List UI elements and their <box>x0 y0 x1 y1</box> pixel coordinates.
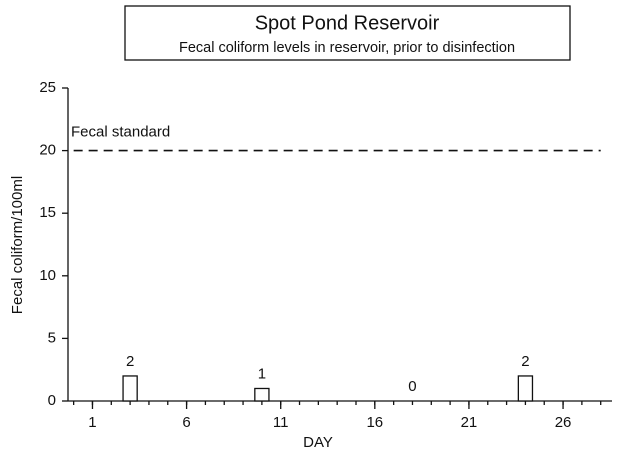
y-tick-label: 0 <box>48 392 56 409</box>
y-tick-label: 20 <box>39 142 56 159</box>
x-axis-label: DAY <box>303 434 333 451</box>
x-tick-label: 6 <box>182 414 190 431</box>
value-label: 0 <box>408 378 416 395</box>
title-box <box>124 5 571 61</box>
reference-label: Fecal standard <box>71 124 170 141</box>
chart-subtitle: Fecal coliform levels in reservoir, prio… <box>179 40 515 56</box>
value-label: 1 <box>258 365 266 382</box>
y-axis-label: Fecal coliform/100ml <box>9 176 26 314</box>
x-tick-label: 11 <box>273 414 289 431</box>
y-tick-label: 5 <box>48 329 56 346</box>
x-tick-label: 16 <box>366 414 383 431</box>
x-tick-label: 21 <box>461 414 478 431</box>
bar <box>517 375 534 402</box>
value-label: 2 <box>521 353 529 370</box>
y-tick-label: 10 <box>39 267 56 284</box>
y-tick-label: 25 <box>39 79 56 96</box>
y-tick-label: 15 <box>39 204 56 221</box>
value-label: 2 <box>126 353 134 370</box>
bar <box>254 387 270 402</box>
x-tick-label: 26 <box>555 414 572 431</box>
x-tick-label: 1 <box>88 414 96 431</box>
chart-title: Spot Pond Reservoir <box>255 12 440 34</box>
bar <box>122 375 138 402</box>
